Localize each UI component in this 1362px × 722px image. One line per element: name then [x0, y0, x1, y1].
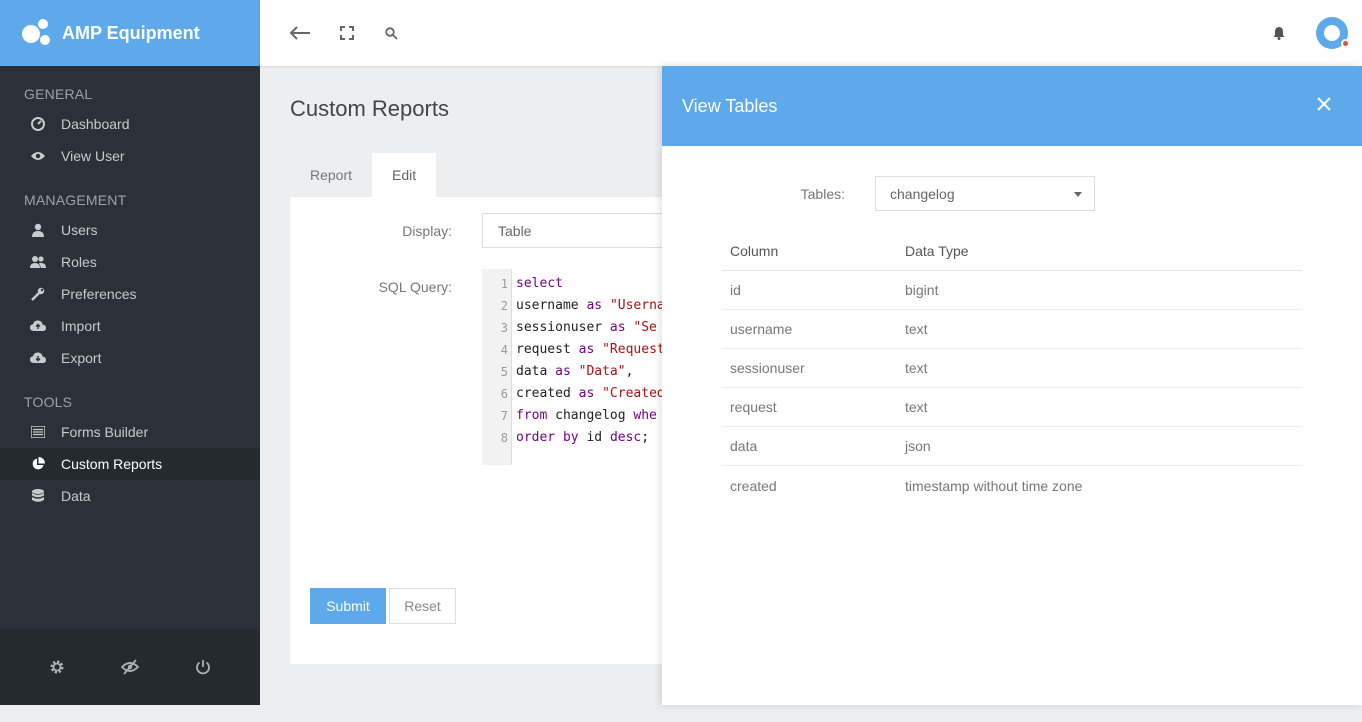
- sidebar-item-export[interactable]: Export: [0, 342, 260, 374]
- columns-table: Column Data Type id bigint username text s…: [722, 231, 1302, 505]
- panel-header: View Tables: [662, 66, 1362, 146]
- column-header: Column: [730, 242, 779, 259]
- data-type-header: Data Type: [905, 242, 969, 259]
- panel-title: View Tables: [682, 95, 778, 116]
- sidebar-item-label: Dashboard: [61, 116, 130, 132]
- sidebar-item-label: Roles: [61, 254, 97, 270]
- sidebar-item-custom-reports[interactable]: Custom Reports: [0, 448, 260, 480]
- arrow-left-icon: [289, 26, 310, 40]
- sidebar-item-preferences[interactable]: Preferences: [0, 278, 260, 310]
- view-tables-panel: View Tables Tables: changelog Column Dat…: [662, 66, 1362, 705]
- table-row: created timestamp without time zone: [730, 477, 1083, 494]
- cloud-upload-icon: [30, 318, 46, 334]
- close-button[interactable]: [1314, 94, 1334, 114]
- users-icon: [30, 254, 46, 270]
- avatar[interactable]: [1316, 17, 1350, 49]
- topbar: [260, 0, 1362, 66]
- table-row: username text: [722, 310, 1302, 349]
- nav-section-general: GENERAL: [24, 86, 93, 102]
- expand-icon: [340, 26, 354, 40]
- brand-logo-icon: [20, 19, 50, 47]
- back-button[interactable]: [287, 20, 313, 46]
- sidebar-item-label: View User: [61, 148, 125, 164]
- status-dot: [1341, 39, 1350, 48]
- eye-slash-icon: [120, 659, 139, 675]
- sidebar-item-label: Custom Reports: [61, 456, 163, 472]
- cloud-download-icon: [30, 350, 46, 366]
- gear-icon: [50, 660, 64, 674]
- tables-select[interactable]: changelog: [875, 176, 1095, 211]
- search-button[interactable]: [378, 20, 404, 46]
- sidebar-item-label: Export: [61, 350, 102, 366]
- sidebar-item-label: Users: [61, 222, 98, 238]
- sidebar-item-label: Data: [61, 488, 91, 504]
- sidebar-item-data[interactable]: Data: [0, 480, 260, 512]
- sidebar: AMP Equipment GENERAL Dashboard View Use…: [0, 0, 260, 705]
- list-icon: [30, 424, 46, 440]
- page-title: Custom Reports: [290, 96, 449, 121]
- power-icon: [196, 660, 211, 675]
- tables-select-value: changelog: [890, 185, 955, 202]
- table-row: data json: [722, 427, 1302, 466]
- brand-name: AMP Equipment: [62, 22, 200, 43]
- brand[interactable]: AMP Equipment: [0, 0, 260, 66]
- display-select-value: Table: [498, 222, 532, 239]
- sidebar-item-label: Preferences: [61, 286, 137, 302]
- report-form-card: Display: Table SQL Query: 1 select 2 usern…: [290, 197, 722, 664]
- hide-button[interactable]: [118, 655, 142, 679]
- chevron-down-icon: [1074, 192, 1082, 197]
- table-header: Column Data Type: [722, 231, 1302, 271]
- table-row: request text: [722, 388, 1302, 427]
- sidebar-footer: [0, 629, 260, 705]
- user-icon: [30, 222, 46, 238]
- logout-button[interactable]: [191, 655, 215, 679]
- fullscreen-button[interactable]: [334, 20, 360, 46]
- settings-button[interactable]: [45, 655, 69, 679]
- tabs: Report Edit: [290, 153, 437, 197]
- sidebar-item-label: Forms Builder: [61, 424, 149, 440]
- table-row: id bigint: [722, 271, 1302, 310]
- tab-report[interactable]: Report: [310, 167, 353, 183]
- sidebar-item-import[interactable]: Import: [0, 310, 260, 342]
- sidebar-item-roles[interactable]: Roles: [0, 246, 260, 278]
- sidebar-item-dashboard[interactable]: Dashboard: [0, 108, 260, 140]
- submit-button[interactable]: Submit: [310, 588, 386, 624]
- search-icon: [384, 26, 398, 40]
- display-label: Display:: [402, 223, 452, 239]
- sidebar-item-users[interactable]: Users: [0, 214, 260, 246]
- nav-section-management: MANAGEMENT: [24, 192, 127, 208]
- tables-label: Tables:: [800, 186, 845, 202]
- database-icon: [30, 488, 46, 504]
- wrench-icon: [30, 286, 46, 302]
- sidebar-item-view-user[interactable]: View User: [0, 140, 260, 172]
- close-icon: [1317, 97, 1331, 111]
- tab-edit[interactable]: Edit: [372, 153, 437, 197]
- reset-button[interactable]: Reset: [389, 588, 456, 624]
- table-row: sessionuser text: [722, 349, 1302, 388]
- pie-chart-icon: [30, 456, 46, 472]
- nav-section-tools: TOOLS: [24, 394, 73, 410]
- notifications-button[interactable]: [1266, 20, 1292, 46]
- dashboard-icon: [30, 116, 46, 132]
- line-gutter: [482, 269, 512, 465]
- sidebar-item-forms-builder[interactable]: Forms Builder: [0, 416, 260, 448]
- sql-query-label: SQL Query:: [378, 279, 452, 295]
- eye-icon: [30, 148, 46, 164]
- sidebar-item-label: Import: [61, 318, 101, 334]
- bell-icon: [1273, 27, 1285, 40]
